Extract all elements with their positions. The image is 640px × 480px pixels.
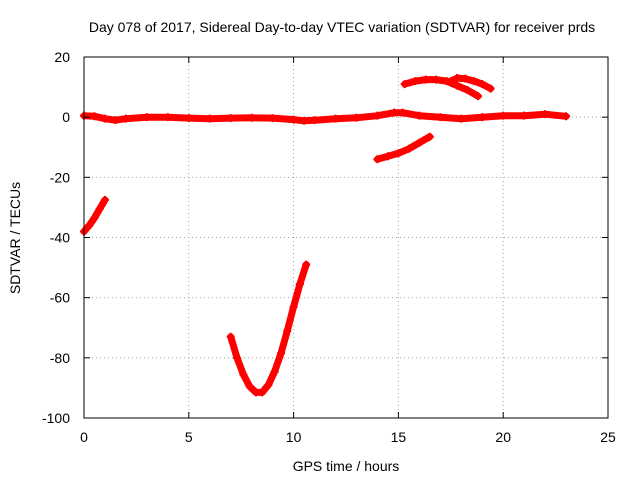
x-tick-label: 20 (495, 429, 511, 445)
data-point (478, 80, 487, 89)
x-tick-label: 15 (391, 429, 407, 445)
data-point (264, 380, 273, 389)
data-point (394, 149, 403, 158)
data-point (111, 116, 120, 125)
data-point (404, 144, 413, 153)
data-point (499, 111, 508, 120)
data-point (205, 114, 214, 123)
data-point (436, 113, 445, 122)
data-point (415, 111, 424, 120)
data-point (400, 80, 409, 89)
chart-title: Day 078 of 2017, Sidereal Day-to-day VTE… (89, 19, 595, 35)
tick-marks (83, 56, 609, 419)
data-point (226, 332, 235, 341)
y-tick-label: 20 (54, 49, 70, 65)
data-point (300, 116, 309, 125)
data-point (90, 112, 99, 121)
data-point (421, 75, 430, 84)
data-point (258, 388, 267, 397)
x-axis-label: GPS time / hours (293, 458, 400, 474)
data-point (121, 114, 130, 123)
data-point (95, 204, 104, 213)
data-point (90, 213, 99, 222)
data-point (310, 116, 319, 125)
y-tick-label: -60 (50, 290, 70, 306)
data-point (295, 280, 304, 289)
x-tick-label: 5 (185, 429, 193, 445)
data-point (373, 111, 382, 120)
data-point (100, 195, 109, 204)
data-point (383, 152, 392, 161)
data-point (373, 155, 382, 164)
series-main-near-zero (80, 109, 570, 125)
data-point (331, 114, 340, 123)
y-tick-label: -20 (50, 169, 70, 185)
data-point (453, 81, 462, 90)
data-point (289, 302, 298, 311)
data-point (562, 112, 571, 121)
data-point (100, 114, 109, 123)
data-point (425, 132, 434, 141)
data-point (474, 92, 483, 101)
data-point (520, 111, 529, 120)
data-point (478, 113, 487, 122)
data-point (469, 77, 478, 86)
data-point (411, 77, 420, 86)
data-point (268, 114, 277, 123)
x-tick-label: 25 (600, 429, 616, 445)
data-point (233, 353, 242, 362)
series-dip-arc (227, 261, 310, 396)
y-tick-label: -80 (50, 350, 70, 366)
grid-lines (84, 57, 608, 418)
y-tick-label: 0 (62, 109, 70, 125)
data-point (247, 113, 256, 122)
data-series (80, 74, 571, 397)
data-point (446, 77, 455, 86)
data-point (390, 108, 399, 117)
plot-frame (83, 56, 609, 419)
y-tick-label: -40 (50, 230, 70, 246)
data-point (352, 113, 361, 122)
data-point (432, 75, 441, 84)
data-point (302, 260, 311, 269)
data-point (289, 115, 298, 124)
data-point (277, 349, 286, 358)
data-point (486, 84, 495, 93)
data-point (142, 113, 151, 122)
data-point (245, 382, 254, 391)
y-axis-label: SDTVAR / TECUs (7, 182, 23, 294)
data-point (398, 108, 407, 117)
data-point (415, 138, 424, 147)
data-point (457, 114, 466, 123)
data-point (463, 86, 472, 95)
x-tick-labels: 0 5 10 15 20 25 (80, 429, 616, 445)
data-point (283, 326, 292, 335)
data-point (541, 110, 550, 119)
data-point (184, 114, 193, 123)
data-point (85, 221, 94, 230)
x-tick-label: 0 (80, 429, 88, 445)
data-point (461, 74, 470, 83)
y-tick-label: -100 (42, 410, 70, 426)
x-tick-label: 10 (286, 429, 302, 445)
data-point (226, 114, 235, 123)
data-point (270, 367, 279, 376)
data-point (453, 74, 462, 83)
y-tick-labels: -100 -80 -60 -40 -20 0 20 (42, 49, 70, 426)
data-point (239, 370, 248, 379)
data-point (163, 113, 172, 122)
